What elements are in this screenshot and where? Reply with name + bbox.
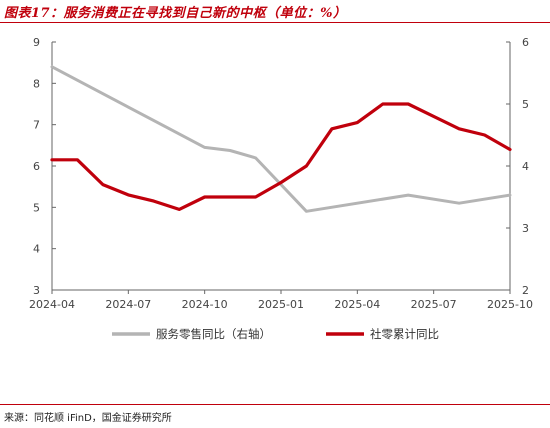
service-retail-line (50, 65, 512, 213)
right-tick-label: 4 (522, 160, 529, 173)
x-tick-label: 2025-01 (258, 298, 304, 311)
right-tick-label: 5 (522, 98, 529, 111)
legend-service-retail-label: 服务零售同比（右轴） (156, 327, 271, 341)
dual-axis-line-chart: 3 4 5 6 7 8 9 2 3 4 5 6 2024-04 2024-07 2024-10 2025-01… (29, 36, 533, 341)
retail-sales-line (50, 102, 512, 211)
chart-title: 图表17：服务消费正在寻找到自己新的中枢（单位：%） (4, 6, 347, 21)
left-tick-label: 9 (33, 36, 40, 49)
left-tick-label: 8 (33, 77, 40, 90)
left-tick-label: 5 (33, 201, 40, 214)
right-tick-label: 2 (522, 284, 529, 297)
source-rule (0, 404, 550, 405)
x-tick-label: 2024-07 (105, 298, 151, 311)
left-tick-label: 4 (33, 243, 40, 256)
x-tick-label: 2025-10 (487, 298, 533, 311)
left-tick-label: 3 (33, 284, 40, 297)
left-tick-label: 7 (33, 119, 40, 132)
x-tick-label: 2024-04 (29, 298, 75, 311)
x-tick-label: 2024-10 (182, 298, 228, 311)
source-note: 来源：同花顺 iFinD，国金证券研究所 (4, 413, 172, 424)
x-tick-label: 2025-07 (411, 298, 457, 311)
legend-retail-sales-label: 社零累计同比 (370, 327, 439, 341)
right-tick-label: 6 (522, 36, 529, 49)
left-tick-label: 6 (33, 160, 40, 173)
x-tick-label: 2025-04 (334, 298, 380, 311)
right-tick-label: 3 (522, 222, 529, 235)
title-rule (0, 22, 550, 23)
